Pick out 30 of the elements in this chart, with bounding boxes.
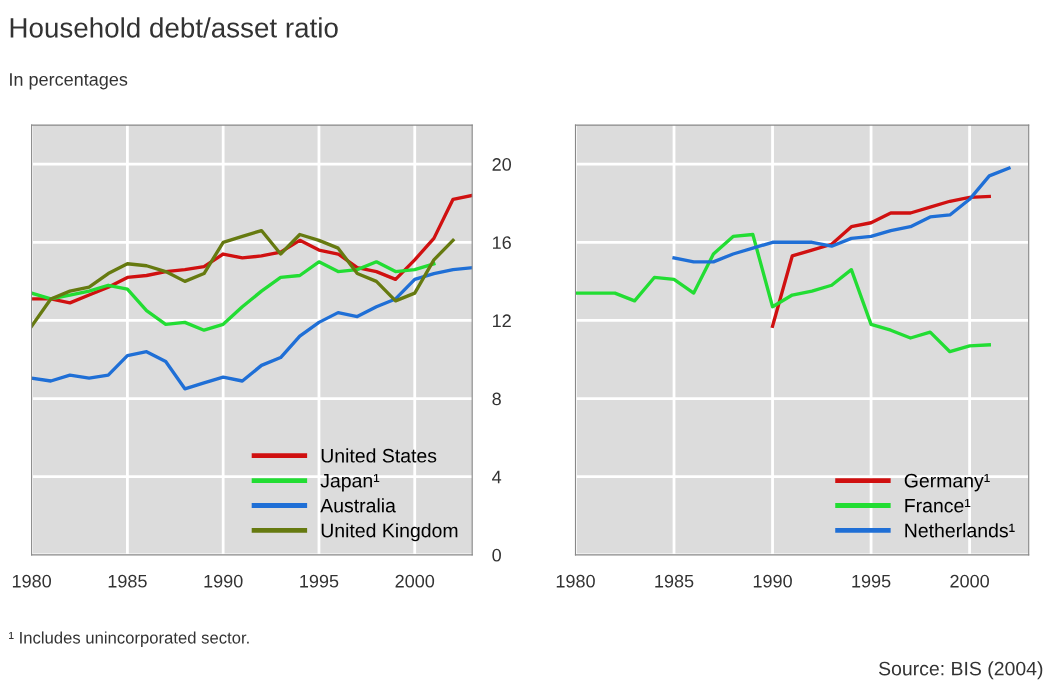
legend-label: France¹ xyxy=(905,498,971,513)
line-series xyxy=(31,266,473,391)
legend-label: United Kingdom xyxy=(321,523,458,542)
legend-label: United States xyxy=(321,448,437,463)
x-tick-label: 2000 xyxy=(395,574,435,588)
x-tick-label: 1985 xyxy=(108,574,147,588)
x-tick-label: 1985 xyxy=(655,574,694,588)
chart-subtitle: In percentages xyxy=(10,73,128,90)
x-tick-label: 1980 xyxy=(556,574,595,588)
chart-title: Household debt/asset ratio xyxy=(10,17,338,38)
y-tick-label: 8 xyxy=(492,392,501,406)
x-tick-label: 1995 xyxy=(300,574,339,588)
y-tick-label: 4 xyxy=(492,470,502,484)
line-series xyxy=(31,228,455,328)
legend-label: Germany¹ xyxy=(904,473,990,492)
x-tick-label: 1990 xyxy=(753,574,792,588)
x-tick-label: 1995 xyxy=(852,574,891,588)
text: ¹ Includes unincorporated sector. xyxy=(9,631,249,647)
y-tick-label: 20 xyxy=(492,158,512,171)
legend-label: Netherlands¹ xyxy=(905,523,1015,538)
legend-label: Japan¹ xyxy=(320,473,380,492)
legend-label: Australia xyxy=(320,498,396,513)
y-tick-label: 0 xyxy=(492,548,501,562)
x-tick-label: 1980 xyxy=(12,574,51,588)
y-tick-label: 16 xyxy=(493,236,511,250)
x-tick-label: 1990 xyxy=(204,574,243,588)
line-series xyxy=(31,260,436,332)
x-tick-label: 2000 xyxy=(950,574,989,588)
y-tick-label: 12 xyxy=(493,314,511,327)
source-note: Source: BIS (2004) xyxy=(878,661,1043,680)
